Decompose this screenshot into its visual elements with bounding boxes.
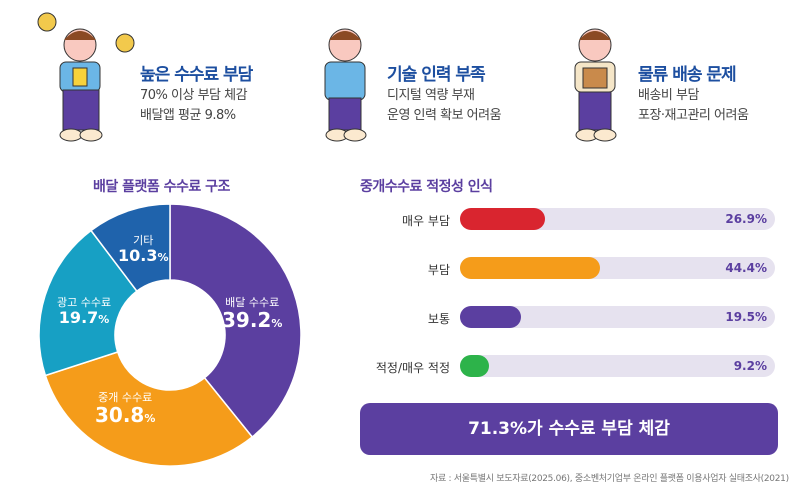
bar-value: 19.5 [725, 310, 755, 324]
donut-slice-1 [44, 351, 254, 467]
donut-slice-2 [38, 229, 138, 377]
donut-chart-title: 배달 플랫폼 수수료 구조 [93, 179, 230, 195]
slice-label-brokerage: 중개 수수료 30.8% [95, 391, 156, 428]
bar-unit: % [754, 310, 767, 324]
bar-unit: % [754, 261, 767, 275]
confused-person-icon [324, 28, 367, 142]
bar-fill [460, 306, 522, 328]
bar-track: 44.4% [460, 257, 775, 279]
summary-banner: 71.3%가 수수료 부담 체감 [360, 403, 778, 455]
source-note: 자료 : 서울특별시 보도자료(2025.06), 중소벤처기업부 온라인 플랫… [430, 474, 789, 484]
bar-value-label: 44.4% [725, 261, 767, 275]
bar-fill [460, 257, 600, 279]
slice-label-delivery: 배달 수수료 39.2% [222, 296, 283, 333]
bar-category-label: 매우 부담 [402, 214, 450, 228]
bar-value: 26.9 [725, 212, 755, 226]
slice-label-ads: 광고 수수료 19.7% [57, 296, 112, 328]
worried-person-with-money-icon [37, 12, 135, 142]
bar-fill [460, 208, 545, 230]
problem-line: 운영 인력 확보 어려움 [387, 108, 502, 123]
bar-track: 26.9% [460, 208, 775, 230]
problem-line: 포장·재고관리 어려움 [638, 108, 749, 123]
problem-title: 높은 수수료 부담 [140, 65, 253, 85]
bar-value: 9.2 [733, 359, 755, 373]
problem-line: 디지털 역량 부재 [387, 88, 475, 103]
problem-title: 기술 인력 부족 [387, 65, 486, 85]
bar-track: 19.5% [460, 306, 775, 328]
problem-line: 배송비 부담 [638, 88, 699, 103]
bar-value-label: 26.9% [725, 212, 767, 226]
slice-label-other: 기타 10.3% [118, 234, 169, 266]
donut-slice-0 [169, 203, 302, 439]
bar-value-label: 9.2% [734, 359, 767, 373]
bar-chart-title: 중개수수료 적정성 인식 [360, 179, 493, 195]
donut-slice-3 [89, 203, 171, 293]
bar-value: 44.4 [725, 261, 755, 275]
donut-chart [38, 203, 302, 467]
bar-track: 9.2% [460, 355, 775, 377]
bar-fill [460, 355, 489, 377]
problem-title: 물류 배송 문제 [638, 65, 737, 85]
bar-category-label: 적정/매우 적정 [375, 361, 450, 375]
bar-value-label: 19.5% [725, 310, 767, 324]
bar-unit: % [754, 359, 767, 373]
bar-category-label: 부담 [427, 263, 450, 277]
problem-line: 70% 이상 부담 체감 [140, 88, 248, 103]
problem-line: 배달앱 평균 9.8% [140, 108, 236, 123]
bar-category-label: 보통 [427, 312, 450, 326]
person-holding-box-icon [574, 28, 617, 142]
bar-unit: % [754, 212, 767, 226]
